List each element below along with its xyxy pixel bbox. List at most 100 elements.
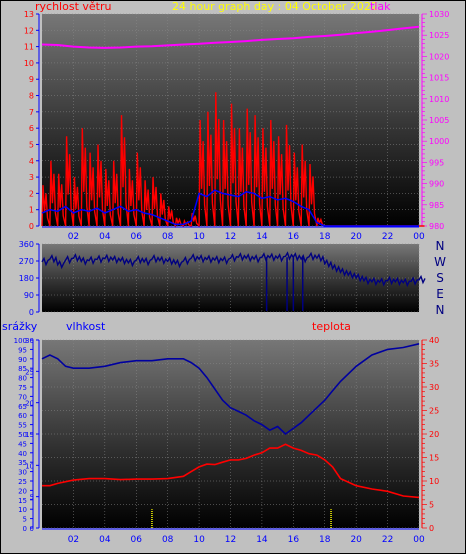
- direction-series: [41, 251, 426, 312]
- wind-axis-tick-label: 2: [29, 189, 34, 198]
- rain-axis-tick-label: 70: [18, 393, 27, 401]
- rain-axis-tick-label: 85: [18, 365, 27, 373]
- rain-axis: 0510152025303540455055606570758085909510…: [14, 337, 34, 533]
- humidity-time-tick-label: 22: [382, 535, 393, 545]
- humidity-axis-tick-label: 15: [25, 431, 34, 439]
- rain-axis-tick-label: 55: [18, 422, 27, 430]
- humidity-time-tick-label: 06: [131, 535, 143, 545]
- direction-axis: 0 90 180 270 360: [19, 240, 40, 317]
- wind-time-tick-label: 00: [413, 232, 425, 242]
- rain-axis-tick-label: 10: [18, 506, 27, 514]
- pressure-axis-tick-label: 980: [429, 222, 444, 231]
- humidity-axis-tick-label: 20: [25, 400, 34, 408]
- humidity-label: vlhkost: [66, 320, 106, 333]
- pressure-axis-tick-label: 1000: [429, 137, 449, 146]
- wind-time-tick-label: 22: [382, 232, 393, 242]
- average-wind-line: [41, 189, 419, 227]
- pressure-label: tlak: [370, 0, 391, 13]
- rain-label: srážky: [2, 320, 38, 333]
- wind-axis-tick-label: 9: [29, 75, 34, 84]
- humidity-time-tick-label: 16: [288, 535, 300, 545]
- wind-time-tick-label: 18: [319, 232, 331, 242]
- pressure-axis-tick-label: 1030: [429, 10, 449, 19]
- wind-axis-tick-label: 3: [29, 173, 34, 182]
- pressure-axis-tick-label: 1010: [429, 95, 449, 104]
- wind-axis-tick-label: 4: [29, 157, 34, 166]
- humidity-time-tick-label: 14: [256, 535, 268, 545]
- rain-axis-tick-label: 60: [18, 412, 27, 420]
- humidity-time-tick-label: 10: [193, 535, 205, 545]
- rain-axis-tick-label: 80: [18, 375, 27, 383]
- wind-axis-tick-label: 0: [29, 222, 34, 231]
- humidity-temperature-series: [41, 343, 420, 528]
- compass-label-w: W: [434, 255, 446, 269]
- rain-axis-tick-label: 40: [18, 450, 27, 458]
- humidity-time-tick-label: 02: [68, 535, 79, 545]
- compass-label-n: N: [436, 239, 445, 253]
- rain-axis-tick-label: 35: [18, 459, 27, 467]
- humidity-time-tick-label: 08: [162, 535, 174, 545]
- humidity-time-tick-label: 04: [99, 535, 111, 545]
- humidity-axis-tick-label: 5: [30, 494, 34, 502]
- rain-axis-tick-label: 50: [18, 431, 27, 439]
- humidity-time-axis: 02 04 06 08 10 12 14 16 18 20 22 00: [42, 528, 425, 545]
- rain-axis-tick-label: 45: [18, 440, 27, 448]
- wind-axis-tick-label: 7: [29, 108, 34, 117]
- humidity-axis-tick-label: 25: [25, 368, 34, 376]
- wind-axis-tick-label: 8: [29, 92, 34, 101]
- humidity-axis: 0 5 10 15 20 25 30: [25, 337, 40, 533]
- rain-axis-tick-label: 95: [18, 346, 27, 354]
- temperature-axis-tick-label: 0: [429, 524, 434, 533]
- wind-time-tick-label: 14: [256, 232, 268, 242]
- pressure-axis-tick-label: 1015: [429, 74, 449, 83]
- rain-axis-tick-label: 90: [18, 356, 27, 364]
- wind-axis-tick-label: 11: [24, 43, 34, 52]
- wind-series: [41, 25, 425, 229]
- humidity-time-tick-label: 00: [413, 535, 425, 545]
- wind-axis-tick-label: 1: [29, 206, 34, 215]
- temperature-label: teplota: [312, 320, 351, 333]
- rain-axis-tick-label: 25: [18, 478, 27, 486]
- humidity-time-tick-label: 12: [225, 535, 236, 545]
- humidity-time-tick-label: 20: [350, 535, 362, 545]
- wind-axis-tick-label: 6: [29, 124, 34, 133]
- temperature-axis-tick-label: 30: [429, 383, 439, 392]
- wind-time-tick-label: 08: [162, 232, 174, 242]
- pressure-axis-tick-label: 995: [429, 158, 444, 167]
- temperature-axis: 0 5 10 15 20 25 30 35 40: [421, 336, 439, 533]
- pressure-axis-tick-label: 1020: [429, 52, 449, 61]
- direction-line: [41, 251, 426, 288]
- rain-axis-tick-label: 75: [18, 384, 27, 392]
- wind-time-tick-label: 10: [193, 232, 205, 242]
- wind-time-tick-label: 20: [350, 232, 362, 242]
- compass-label-n: N: [436, 303, 445, 317]
- direction-axis-tick-label: 270: [19, 257, 34, 266]
- humidity-axis-tick-label: 10: [25, 462, 34, 470]
- temperature-axis-tick-label: 35: [429, 360, 439, 369]
- compass-label-s: S: [436, 271, 444, 285]
- direction-axis-tick-label: 0: [29, 308, 34, 317]
- pressure-axis: 980 985 990 995 1000 1005 1010 1015 1020 1025 1030: [421, 10, 449, 231]
- temperature-axis-tick-label: 40: [429, 336, 439, 345]
- temperature-axis-tick-label: 25: [429, 407, 439, 416]
- temperature-axis-tick-label: 15: [429, 454, 439, 463]
- wind-time-tick-label: 12: [225, 232, 236, 242]
- humidity-line: [41, 343, 420, 436]
- humidity-time-tick-label: 18: [319, 535, 331, 545]
- temperature-axis-tick-label: 20: [429, 430, 439, 439]
- rain-axis-tick-label: 20: [18, 487, 27, 495]
- rain-axis-tick-label: 65: [18, 403, 27, 411]
- humidity-axis-tick-label: 30: [25, 337, 34, 345]
- humidity-axis-tick-label: 0: [30, 525, 34, 533]
- wind-speed-label: rychlost větru: [35, 0, 111, 13]
- wind-time-axis: 02 04 06 08 10 12 14 16 18 20 22 00: [42, 226, 425, 242]
- rain-axis-tick-label: 15: [18, 497, 27, 505]
- rain-axis-tick-label: 100: [14, 337, 27, 345]
- direction-axis-tick-label: 180: [19, 274, 34, 283]
- direction-axis-tick-label: 360: [19, 240, 34, 249]
